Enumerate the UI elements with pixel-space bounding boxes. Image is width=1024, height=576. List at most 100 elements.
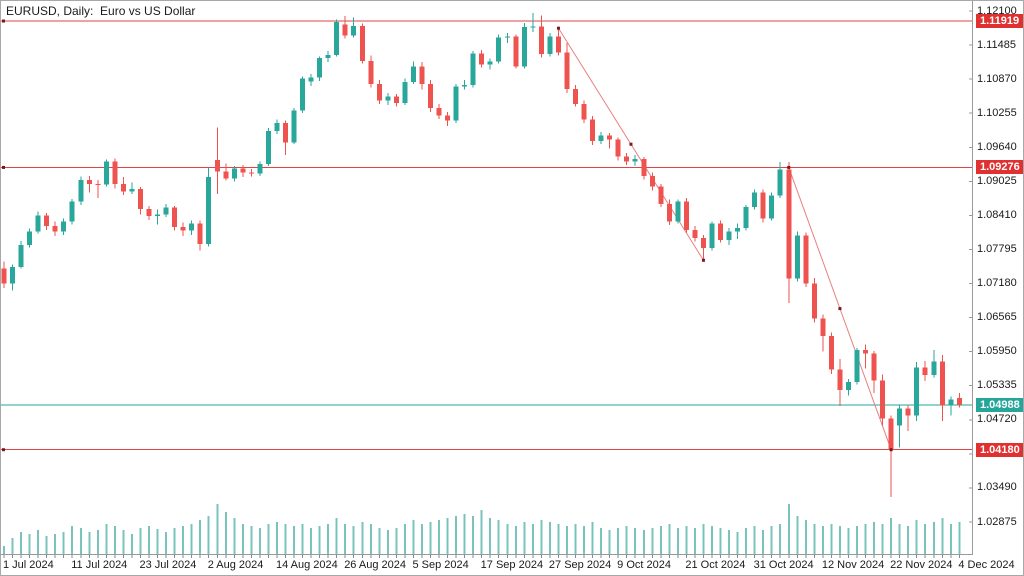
candle-body[interactable] bbox=[624, 156, 630, 162]
trendline-anchor[interactable] bbox=[701, 258, 705, 262]
candle-body[interactable] bbox=[428, 84, 433, 108]
candle-body[interactable] bbox=[78, 179, 84, 202]
candle-body[interactable] bbox=[291, 110, 297, 143]
candle-body[interactable] bbox=[564, 52, 570, 90]
candle-body[interactable] bbox=[752, 192, 758, 208]
trendline-anchor[interactable] bbox=[889, 448, 893, 452]
candle-body[interactable] bbox=[445, 115, 451, 121]
candle-body[interactable] bbox=[931, 361, 937, 375]
candle-body[interactable] bbox=[700, 238, 706, 249]
trendline-anchor[interactable] bbox=[838, 307, 842, 311]
candle-body[interactable] bbox=[845, 382, 851, 390]
candle-body[interactable] bbox=[393, 96, 399, 103]
candle-body[interactable] bbox=[376, 84, 382, 101]
candle-body[interactable] bbox=[675, 201, 681, 222]
candle-body[interactable] bbox=[939, 361, 945, 406]
candle-body[interactable] bbox=[658, 186, 664, 204]
candle-body[interactable] bbox=[257, 163, 263, 174]
candle-body[interactable] bbox=[265, 131, 271, 164]
candle-body[interactable] bbox=[61, 221, 67, 232]
candle-body[interactable] bbox=[718, 223, 724, 240]
candle-body[interactable] bbox=[52, 225, 58, 232]
candle-body[interactable] bbox=[555, 36, 561, 53]
candle-body[interactable] bbox=[368, 60, 374, 85]
candle-body[interactable] bbox=[436, 107, 442, 116]
candle-body[interactable] bbox=[10, 266, 16, 284]
candle-body[interactable] bbox=[649, 176, 655, 187]
candle-body[interactable] bbox=[479, 53, 485, 65]
candle-body[interactable] bbox=[786, 169, 792, 279]
candle-body[interactable] bbox=[180, 227, 186, 231]
candle-body[interactable] bbox=[820, 318, 826, 337]
candle-body[interactable] bbox=[956, 398, 962, 405]
candle-body[interactable] bbox=[897, 408, 903, 426]
candle-body[interactable] bbox=[769, 195, 775, 219]
candle-body[interactable] bbox=[351, 25, 357, 36]
candle-body[interactable] bbox=[871, 353, 877, 381]
candle-body[interactable] bbox=[240, 168, 246, 173]
candle-body[interactable] bbox=[129, 188, 135, 192]
candle-body[interactable] bbox=[359, 25, 365, 61]
candle-body[interactable] bbox=[632, 158, 638, 162]
candle-body[interactable] bbox=[120, 183, 126, 192]
candle-body[interactable] bbox=[607, 135, 613, 140]
candle-body[interactable] bbox=[487, 61, 493, 65]
candle-body[interactable] bbox=[735, 228, 741, 232]
candle-body[interactable] bbox=[95, 183, 101, 185]
candle-body[interactable] bbox=[581, 104, 587, 120]
candle-body[interactable] bbox=[1, 268, 7, 284]
candle-body[interactable] bbox=[419, 66, 425, 85]
candle-body[interactable] bbox=[274, 122, 280, 132]
candle-body[interactable] bbox=[103, 161, 109, 185]
candle-body[interactable] bbox=[922, 367, 928, 375]
candle-body[interactable] bbox=[760, 192, 766, 219]
candle-body[interactable] bbox=[112, 161, 118, 184]
candle-body[interactable] bbox=[146, 208, 152, 216]
trendline-anchor[interactable] bbox=[629, 142, 633, 146]
trendline-anchor[interactable] bbox=[556, 26, 560, 30]
candle-body[interactable] bbox=[538, 26, 544, 55]
candle-body[interactable] bbox=[172, 207, 178, 228]
candle-body[interactable] bbox=[521, 27, 527, 67]
candle-body[interactable] bbox=[854, 350, 860, 383]
candle-body[interactable] bbox=[504, 36, 510, 38]
candle-body[interactable] bbox=[214, 160, 220, 172]
candle-body[interactable] bbox=[35, 215, 41, 232]
candle-body[interactable] bbox=[863, 350, 869, 354]
price-line-marker[interactable] bbox=[2, 448, 5, 452]
candle-body[interactable] bbox=[777, 169, 783, 196]
candle-body[interactable] bbox=[462, 85, 468, 87]
candle-body[interactable] bbox=[615, 139, 621, 157]
candle-body[interactable] bbox=[513, 36, 519, 67]
candle-body[interactable] bbox=[410, 66, 416, 82]
candle-body[interactable] bbox=[342, 24, 348, 36]
candle-body[interactable] bbox=[317, 58, 323, 78]
candle-body[interactable] bbox=[282, 122, 288, 143]
candle-body[interactable] bbox=[726, 231, 732, 240]
candle-body[interactable] bbox=[683, 201, 689, 230]
candle-body[interactable] bbox=[334, 22, 340, 55]
candle-body[interactable] bbox=[709, 223, 715, 249]
candle-body[interactable] bbox=[888, 418, 894, 450]
candle-body[interactable] bbox=[811, 283, 817, 319]
candle-body[interactable] bbox=[794, 235, 800, 279]
candle-body[interactable] bbox=[880, 380, 886, 419]
candle-body[interactable] bbox=[573, 89, 579, 105]
candle-body[interactable] bbox=[308, 77, 314, 82]
candle-body[interactable] bbox=[223, 171, 229, 179]
candle-body[interactable] bbox=[385, 96, 391, 101]
candle-body[interactable] bbox=[496, 37, 502, 62]
candle-body[interactable] bbox=[231, 168, 237, 179]
candle-body[interactable] bbox=[828, 336, 834, 370]
candle-body[interactable] bbox=[155, 214, 161, 216]
candle-body[interactable] bbox=[27, 231, 33, 245]
candle-body[interactable] bbox=[666, 203, 672, 222]
candle-body[interactable] bbox=[86, 179, 92, 184]
candle-body[interactable] bbox=[948, 399, 954, 406]
candle-body[interactable] bbox=[44, 215, 50, 226]
candle-body[interactable] bbox=[641, 158, 647, 177]
candle-body[interactable] bbox=[402, 81, 408, 103]
price-line-marker[interactable] bbox=[2, 165, 5, 169]
candle-body[interactable] bbox=[453, 86, 459, 121]
